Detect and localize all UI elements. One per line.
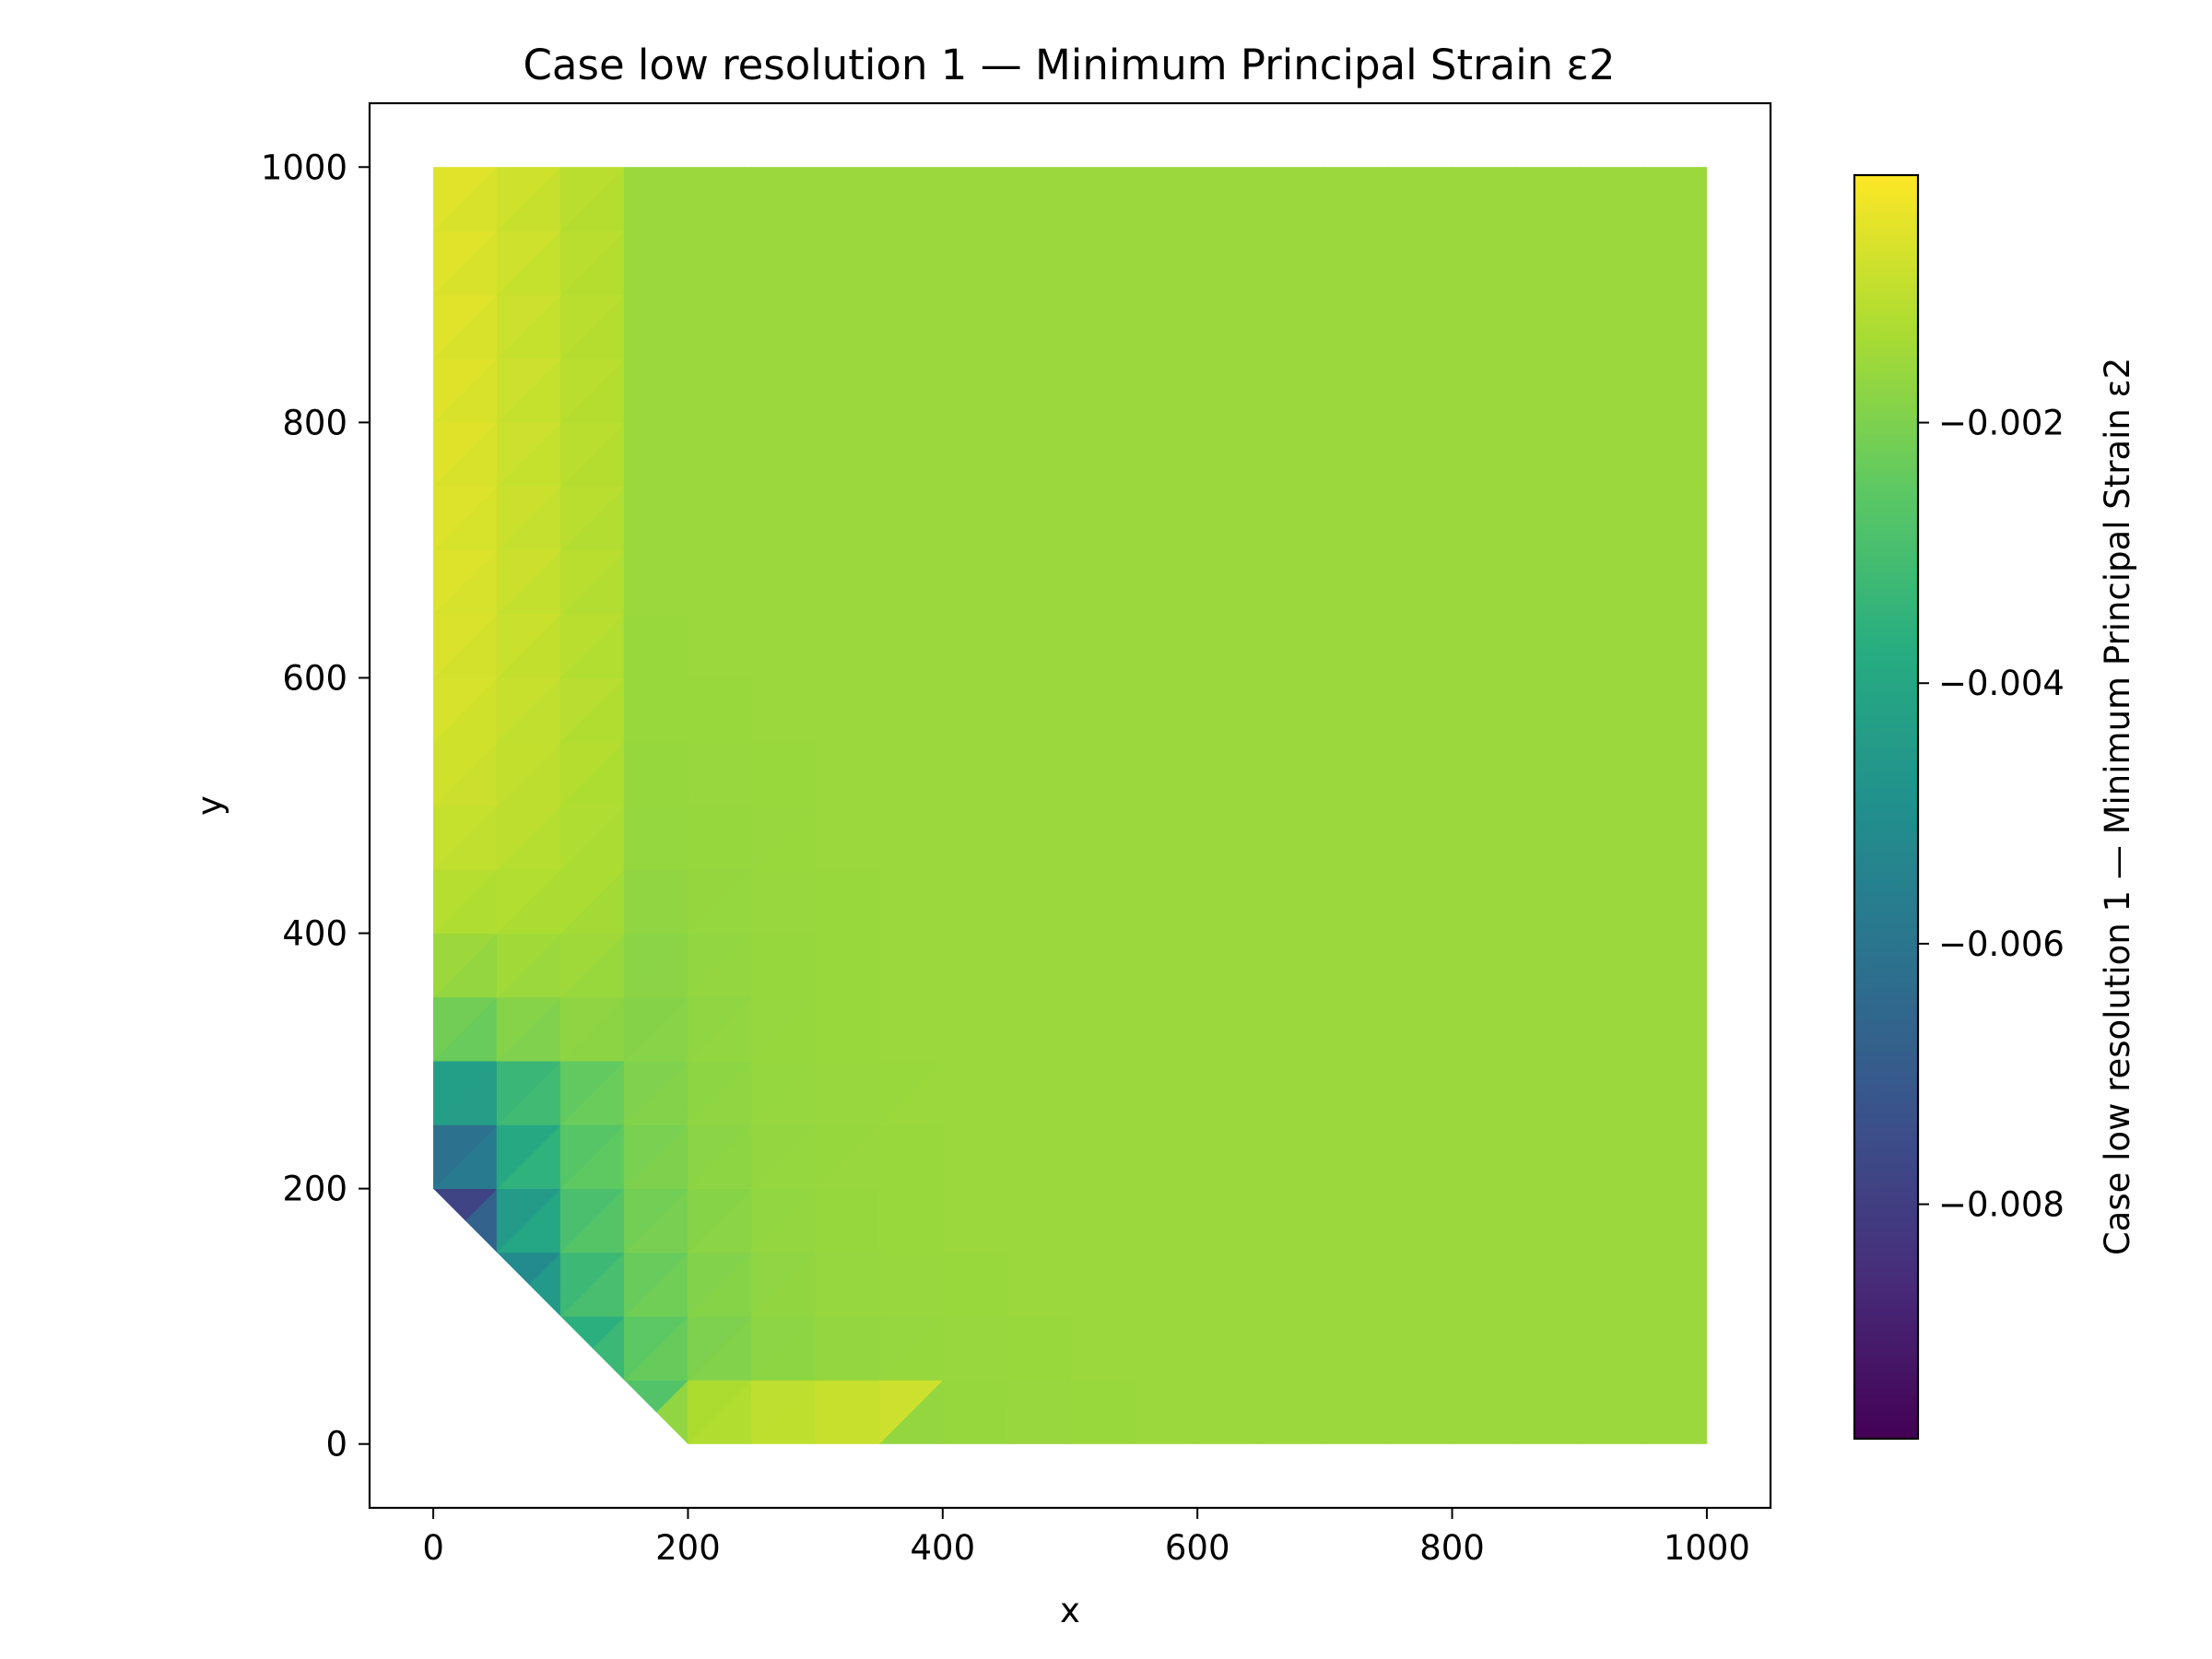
mesh-element [1324, 167, 1390, 232]
colorbar-tick-label: −0.008 [1938, 1185, 2065, 1225]
x-tick-label: 600 [1165, 1528, 1230, 1568]
x-axis-ticks: 0 200 400 600 800 1000 [422, 1508, 1750, 1568]
y-tick-label: 200 [282, 1170, 347, 1209]
colorbar-tick-label: −0.004 [1938, 664, 2065, 703]
x-tick-label: 0 [422, 1528, 444, 1568]
y-tick-label: 1000 [261, 147, 347, 187]
x-tick-label: 1000 [1664, 1528, 1750, 1568]
mesh-element [433, 167, 499, 232]
mesh-element [1196, 167, 1263, 232]
mesh-element [1579, 167, 1644, 232]
colorbar [1853, 173, 1920, 1441]
mesh-element [1388, 167, 1453, 232]
mesh-element [1069, 167, 1135, 232]
mesh-element [751, 167, 817, 232]
chart-title: Case low resolution 1 — Minimum Principa… [524, 41, 1616, 89]
mesh-element [1133, 167, 1199, 232]
mesh-element [1006, 167, 1071, 232]
mesh-element [559, 167, 626, 232]
mesh-element [623, 167, 689, 232]
y-axis-label: y [190, 795, 229, 816]
y-tick-label: 400 [282, 914, 347, 954]
x-axis-label: x [1060, 1591, 1080, 1630]
mesh-element [1642, 167, 1707, 232]
mesh-element [496, 167, 562, 232]
mesh-element [815, 167, 880, 232]
mesh-element [1260, 167, 1326, 232]
y-axis-ticks: 0 200 400 600 800 1000 [261, 147, 370, 1465]
mesh-element [942, 167, 1007, 232]
y-tick-label: 800 [282, 403, 347, 442]
colorbar-label: Case low resolution 1 — Minimum Principa… [2098, 358, 2137, 1255]
x-tick-label: 800 [1419, 1528, 1485, 1568]
y-tick-label: 0 [325, 1425, 347, 1465]
colorbar-tick-label: −0.006 [1938, 924, 2065, 964]
mesh-element [1515, 167, 1581, 232]
y-tick-label: 600 [282, 658, 347, 698]
plot-frame [368, 101, 1772, 1510]
x-tick-label: 400 [911, 1528, 976, 1568]
mesh-element [688, 167, 753, 232]
colorbar-tick-label: −0.002 [1938, 404, 2065, 443]
strain-field [433, 167, 1707, 1444]
mesh-element [1452, 167, 1517, 232]
x-tick-label: 200 [655, 1528, 721, 1568]
mesh-element [878, 167, 944, 232]
colorbar-ticks: −0.008 −0.006 −0.004 −0.002 [1918, 404, 2065, 1225]
